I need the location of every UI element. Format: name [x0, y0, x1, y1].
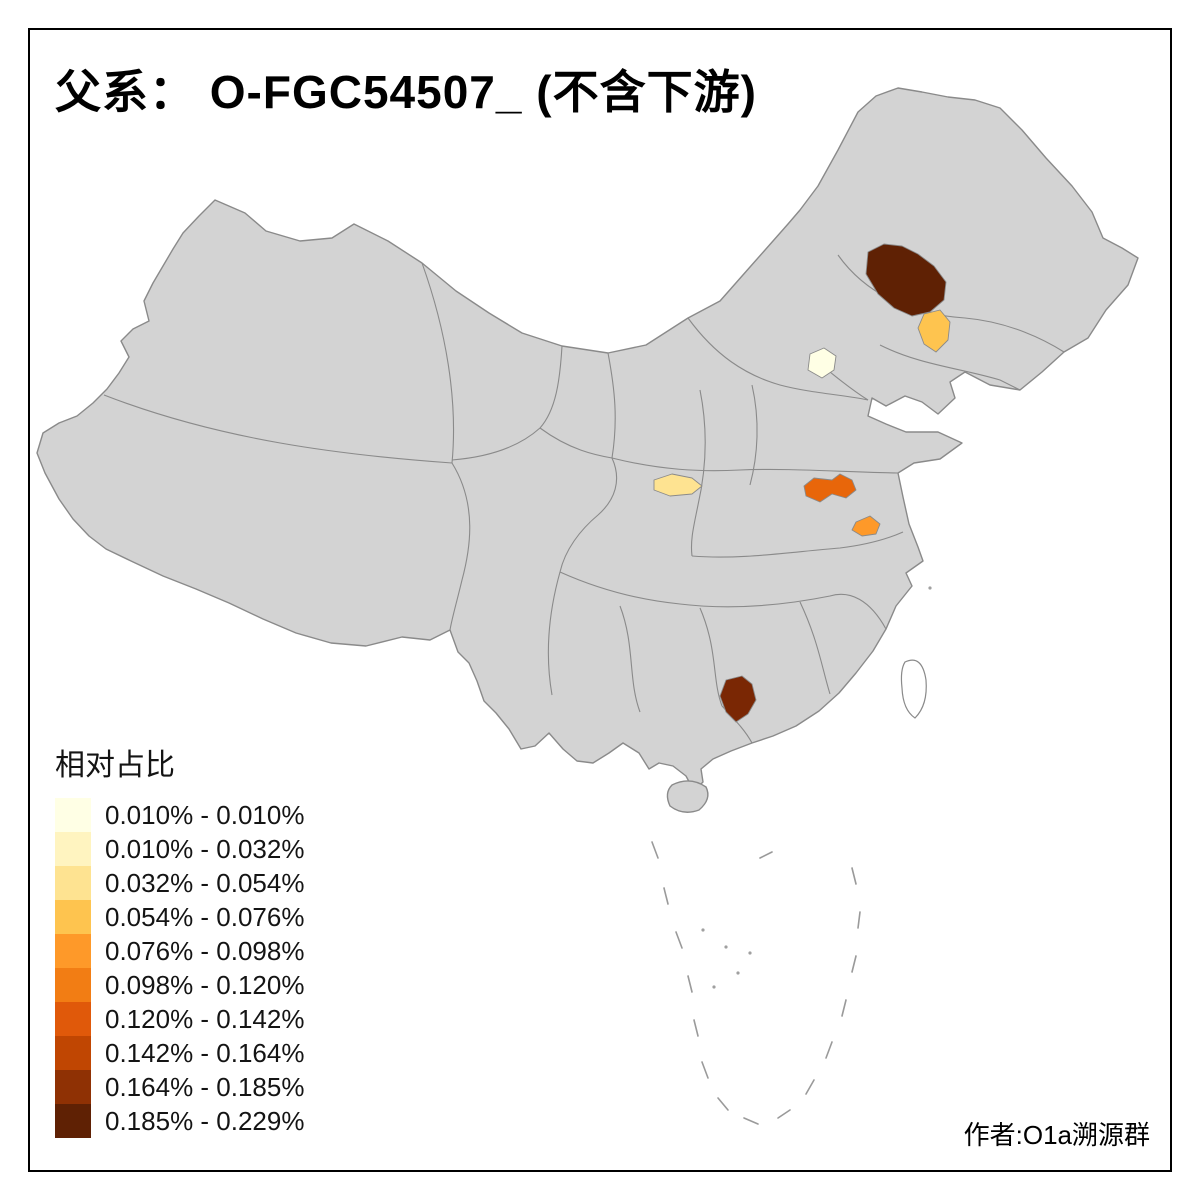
legend-item-label: 0.120% - 0.142% [105, 1003, 305, 1034]
nine-dash-line [651, 841, 861, 1125]
legend-item-label: 0.142% - 0.164% [105, 1037, 305, 1068]
legend-swatch [55, 866, 91, 900]
province-border-line [547, 571, 561, 696]
choropleth-region-south [719, 675, 757, 723]
dash-segment [825, 1041, 833, 1059]
province-border-line [691, 531, 904, 558]
island-dot [701, 928, 705, 932]
choropleth-region-northeast [865, 243, 947, 317]
legend-swatch [55, 1104, 91, 1138]
choropleth-region-beijing [807, 347, 837, 379]
hainan-island [666, 780, 709, 813]
legend-item: 0.010% - 0.010% [55, 798, 304, 832]
dash-segment [857, 911, 861, 929]
legend-swatch [55, 798, 91, 832]
legend-item: 0.098% - 0.120% [55, 968, 304, 1002]
legend-item-label: 0.098% - 0.120% [105, 969, 305, 1000]
legend-swatch [55, 832, 91, 866]
province-border-line [619, 605, 641, 713]
dash-segment [851, 867, 857, 885]
island-dot [928, 586, 932, 590]
island-dot [736, 971, 740, 975]
legend-item: 0.032% - 0.054% [55, 866, 304, 900]
legend-item-label: 0.032% - 0.054% [105, 867, 305, 898]
map-title: 父系： O-FGC54507_ (不含下游) [55, 66, 757, 118]
choropleth-region-central [653, 473, 703, 497]
legend-item-label: 0.054% - 0.076% [105, 901, 305, 932]
dash-segment [675, 931, 683, 949]
dash-segment [841, 999, 847, 1017]
legend-item-label: 0.185% - 0.229% [105, 1105, 305, 1136]
legend: 相对占比 0.010% - 0.010% 0.010% - 0.032% 0.0… [55, 740, 304, 1138]
dash-segment [805, 1079, 815, 1095]
legend-swatch [55, 1070, 91, 1104]
dash-segment [663, 887, 669, 905]
province-border-line [559, 571, 887, 630]
province-border-line [829, 371, 869, 401]
province-border-line [449, 462, 471, 631]
legend-item: 0.010% - 0.032% [55, 832, 304, 866]
dash-segment [717, 1097, 729, 1111]
island-dot [724, 945, 728, 949]
choropleth-region-east [803, 473, 857, 503]
province-border-line [690, 389, 706, 557]
choropleth-region-northeast-adjacent [917, 309, 951, 353]
province-border-line [879, 344, 1021, 391]
dash-segment [777, 1109, 791, 1119]
island-dot [712, 985, 716, 989]
province-border-line [103, 394, 453, 464]
province-border-line [607, 352, 616, 459]
author-credit: 作者:O1a溯源群 [963, 1120, 1150, 1150]
choropleth-region-east-small [851, 515, 881, 537]
province-border-line [687, 317, 869, 401]
dash-segment [687, 975, 693, 993]
legend-swatch [55, 1002, 91, 1036]
province-border-line [837, 254, 1065, 353]
legend-item: 0.054% - 0.076% [55, 900, 304, 934]
province-border-line [749, 384, 758, 486]
province-border-line [799, 601, 831, 695]
legend-swatch [55, 968, 91, 1002]
legend-title: 相对占比 [55, 749, 175, 782]
dash-segment [759, 851, 773, 859]
legend-item: 0.185% - 0.229% [55, 1104, 304, 1138]
province-borders [103, 254, 1065, 744]
legend-swatch [55, 1036, 91, 1070]
map-frame [28, 28, 1172, 1172]
legend-item-label: 0.164% - 0.185% [105, 1071, 305, 1102]
legend-item-label: 0.010% - 0.010% [105, 799, 305, 830]
legend-swatch [55, 900, 91, 934]
legend-item: 0.120% - 0.142% [55, 1002, 304, 1036]
dash-segment [851, 955, 857, 973]
small-islands [701, 586, 932, 989]
taiwan-island [900, 659, 927, 719]
legend-item-label: 0.076% - 0.098% [105, 935, 305, 966]
china-mainland [36, 87, 1139, 792]
legend-item-label: 0.010% - 0.032% [105, 833, 305, 864]
dash-segment [651, 841, 659, 859]
province-border-line [611, 457, 899, 474]
province-border-line [421, 262, 455, 464]
dash-segment [693, 1019, 699, 1037]
legend-swatch [55, 934, 91, 968]
island-dot [748, 951, 752, 955]
province-border-line [699, 607, 723, 707]
legend-item: 0.164% - 0.185% [55, 1070, 304, 1104]
legend-item: 0.076% - 0.098% [55, 934, 304, 968]
province-border-line [539, 427, 618, 573]
legend-item: 0.142% - 0.164% [55, 1036, 304, 1070]
dash-segment [701, 1061, 709, 1079]
dash-segment [743, 1117, 759, 1125]
